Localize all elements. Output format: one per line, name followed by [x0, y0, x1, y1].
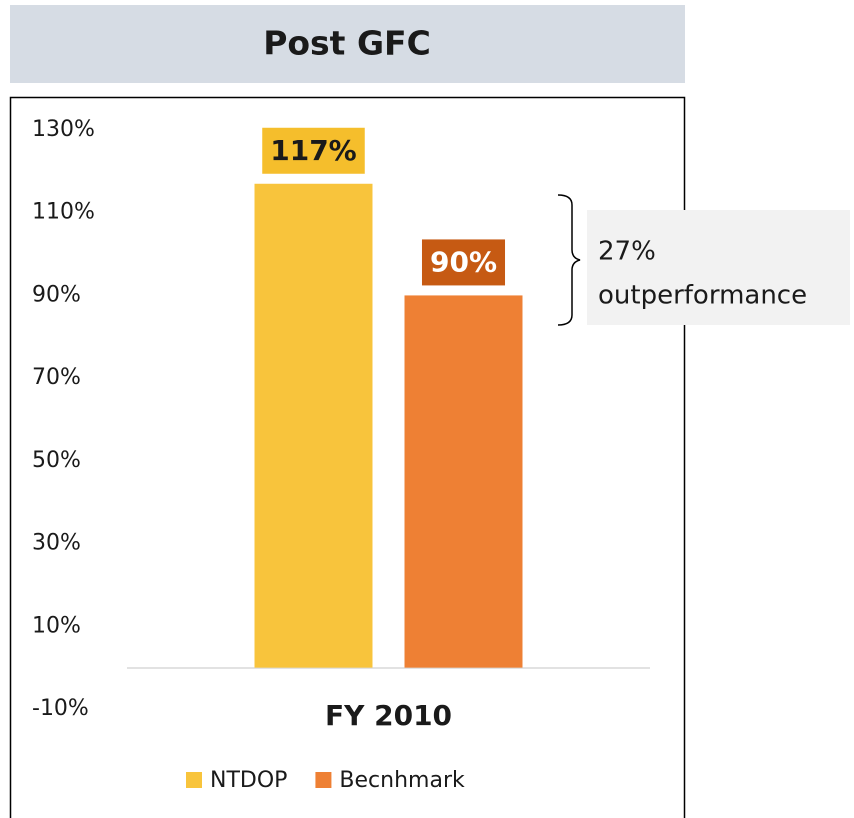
annotation-box: [587, 210, 850, 325]
y-tick-label: 90%: [32, 282, 81, 307]
chart-title: Post GFC: [263, 24, 431, 63]
chart-frame: [9, 96, 686, 818]
bracket: [557, 194, 581, 326]
data-label-box: [421, 239, 506, 286]
y-tick-label: 30%: [32, 531, 81, 556]
legend-label: NTDOP: [210, 768, 287, 793]
legend-swatch: [315, 772, 332, 788]
annotation-line: 27%: [598, 237, 656, 267]
title-box: [10, 5, 685, 83]
bar: [404, 295, 523, 668]
annotation-line: outperformance: [598, 281, 807, 311]
y-tick-label: -10%: [32, 696, 89, 721]
legend-label: Becnhmark: [339, 768, 465, 793]
x-tick-label: FY 2010: [325, 699, 452, 732]
data-label: 117%: [270, 134, 357, 167]
y-tick-label: 110%: [32, 200, 95, 225]
data-label: 90%: [430, 245, 497, 278]
y-tick-label: 70%: [32, 365, 81, 390]
legend-swatch: [186, 772, 202, 788]
y-tick-label: 130%: [32, 117, 95, 142]
y-tick-label: 10%: [32, 613, 81, 638]
y-tick-label: 50%: [32, 448, 81, 473]
bar: [254, 183, 373, 668]
data-label-box: [262, 127, 365, 174]
